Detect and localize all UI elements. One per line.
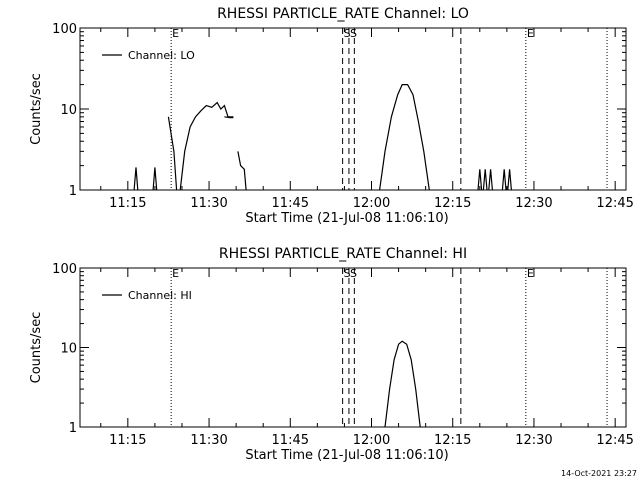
lo-channel-panel: RHESSI PARTICLE_RATE Channel: LO E S S E 1 10 1… [29, 6, 634, 226]
x-tick-label: 11:45 [272, 433, 309, 448]
x-axis-label: Start Time (21-Jul-08 11:06:10) [245, 448, 448, 463]
series-line [501, 169, 507, 191]
x-tick-label: 11:45 [272, 196, 309, 211]
x-tick-label: 12:45 [596, 433, 633, 448]
event-marker-label: E [527, 267, 534, 280]
y-tick-label: 10 [60, 103, 77, 118]
legend-entry: Channel: HI [128, 289, 192, 302]
footer-timestamp: 14-Oct-2021 23:27 [561, 469, 637, 478]
event-marker-label: S [350, 267, 357, 280]
series-line [384, 340, 421, 428]
x-tick-label: 12:45 [596, 196, 633, 211]
x-tick-label: 11:30 [190, 196, 227, 211]
series-line [152, 167, 158, 191]
event-marker-label: E [172, 267, 179, 280]
x-tick-label: 11:15 [109, 196, 146, 211]
x-tick-label: 12:15 [434, 196, 471, 211]
legend-entry: Channel: LO [128, 49, 195, 62]
series-line [379, 83, 430, 191]
y-tick-label: 1 [69, 184, 77, 199]
series-line [179, 101, 234, 191]
series-line [477, 169, 483, 191]
event-marker-label: S [344, 267, 351, 280]
x-tick-label: 12:00 [353, 433, 390, 448]
y-tick-label: 10 [60, 342, 77, 357]
y-tick-label: 1 [69, 421, 77, 436]
y-axis-label: Counts/sec [29, 73, 44, 145]
x-tick-label: 12:30 [515, 196, 552, 211]
event-marker-label: E [172, 27, 179, 40]
chart-title: RHESSI PARTICLE_RATE Channel: HI [219, 246, 467, 262]
series-line [482, 169, 488, 191]
series-line [507, 169, 512, 191]
event-marker-label: S [344, 27, 351, 40]
x-tick-label: 12:15 [434, 433, 471, 448]
x-tick-label: 12:00 [353, 196, 390, 211]
y-axis-label: Counts/sec [29, 312, 44, 384]
x-tick-label: 11:30 [190, 433, 227, 448]
series-line [224, 116, 234, 119]
x-tick-label: 12:30 [515, 433, 552, 448]
series-line [167, 116, 178, 191]
hi-channel-panel: RHESSI PARTICLE_RATE Channel: HI E S S E 1 10 1… [29, 246, 634, 463]
event-marker-label: S [350, 27, 357, 40]
x-axis-label: Start Time (21-Jul-08 11:06:10) [245, 211, 448, 226]
series-line [133, 167, 139, 191]
y-tick-label: 100 [52, 262, 77, 277]
y-tick-label: 100 [52, 22, 77, 37]
chart-title: RHESSI PARTICLE_RATE Channel: LO [217, 6, 469, 22]
event-marker-label: E [527, 27, 534, 40]
x-tick-label: 11:15 [109, 433, 146, 448]
series-line [488, 169, 493, 191]
series-line [237, 151, 247, 191]
